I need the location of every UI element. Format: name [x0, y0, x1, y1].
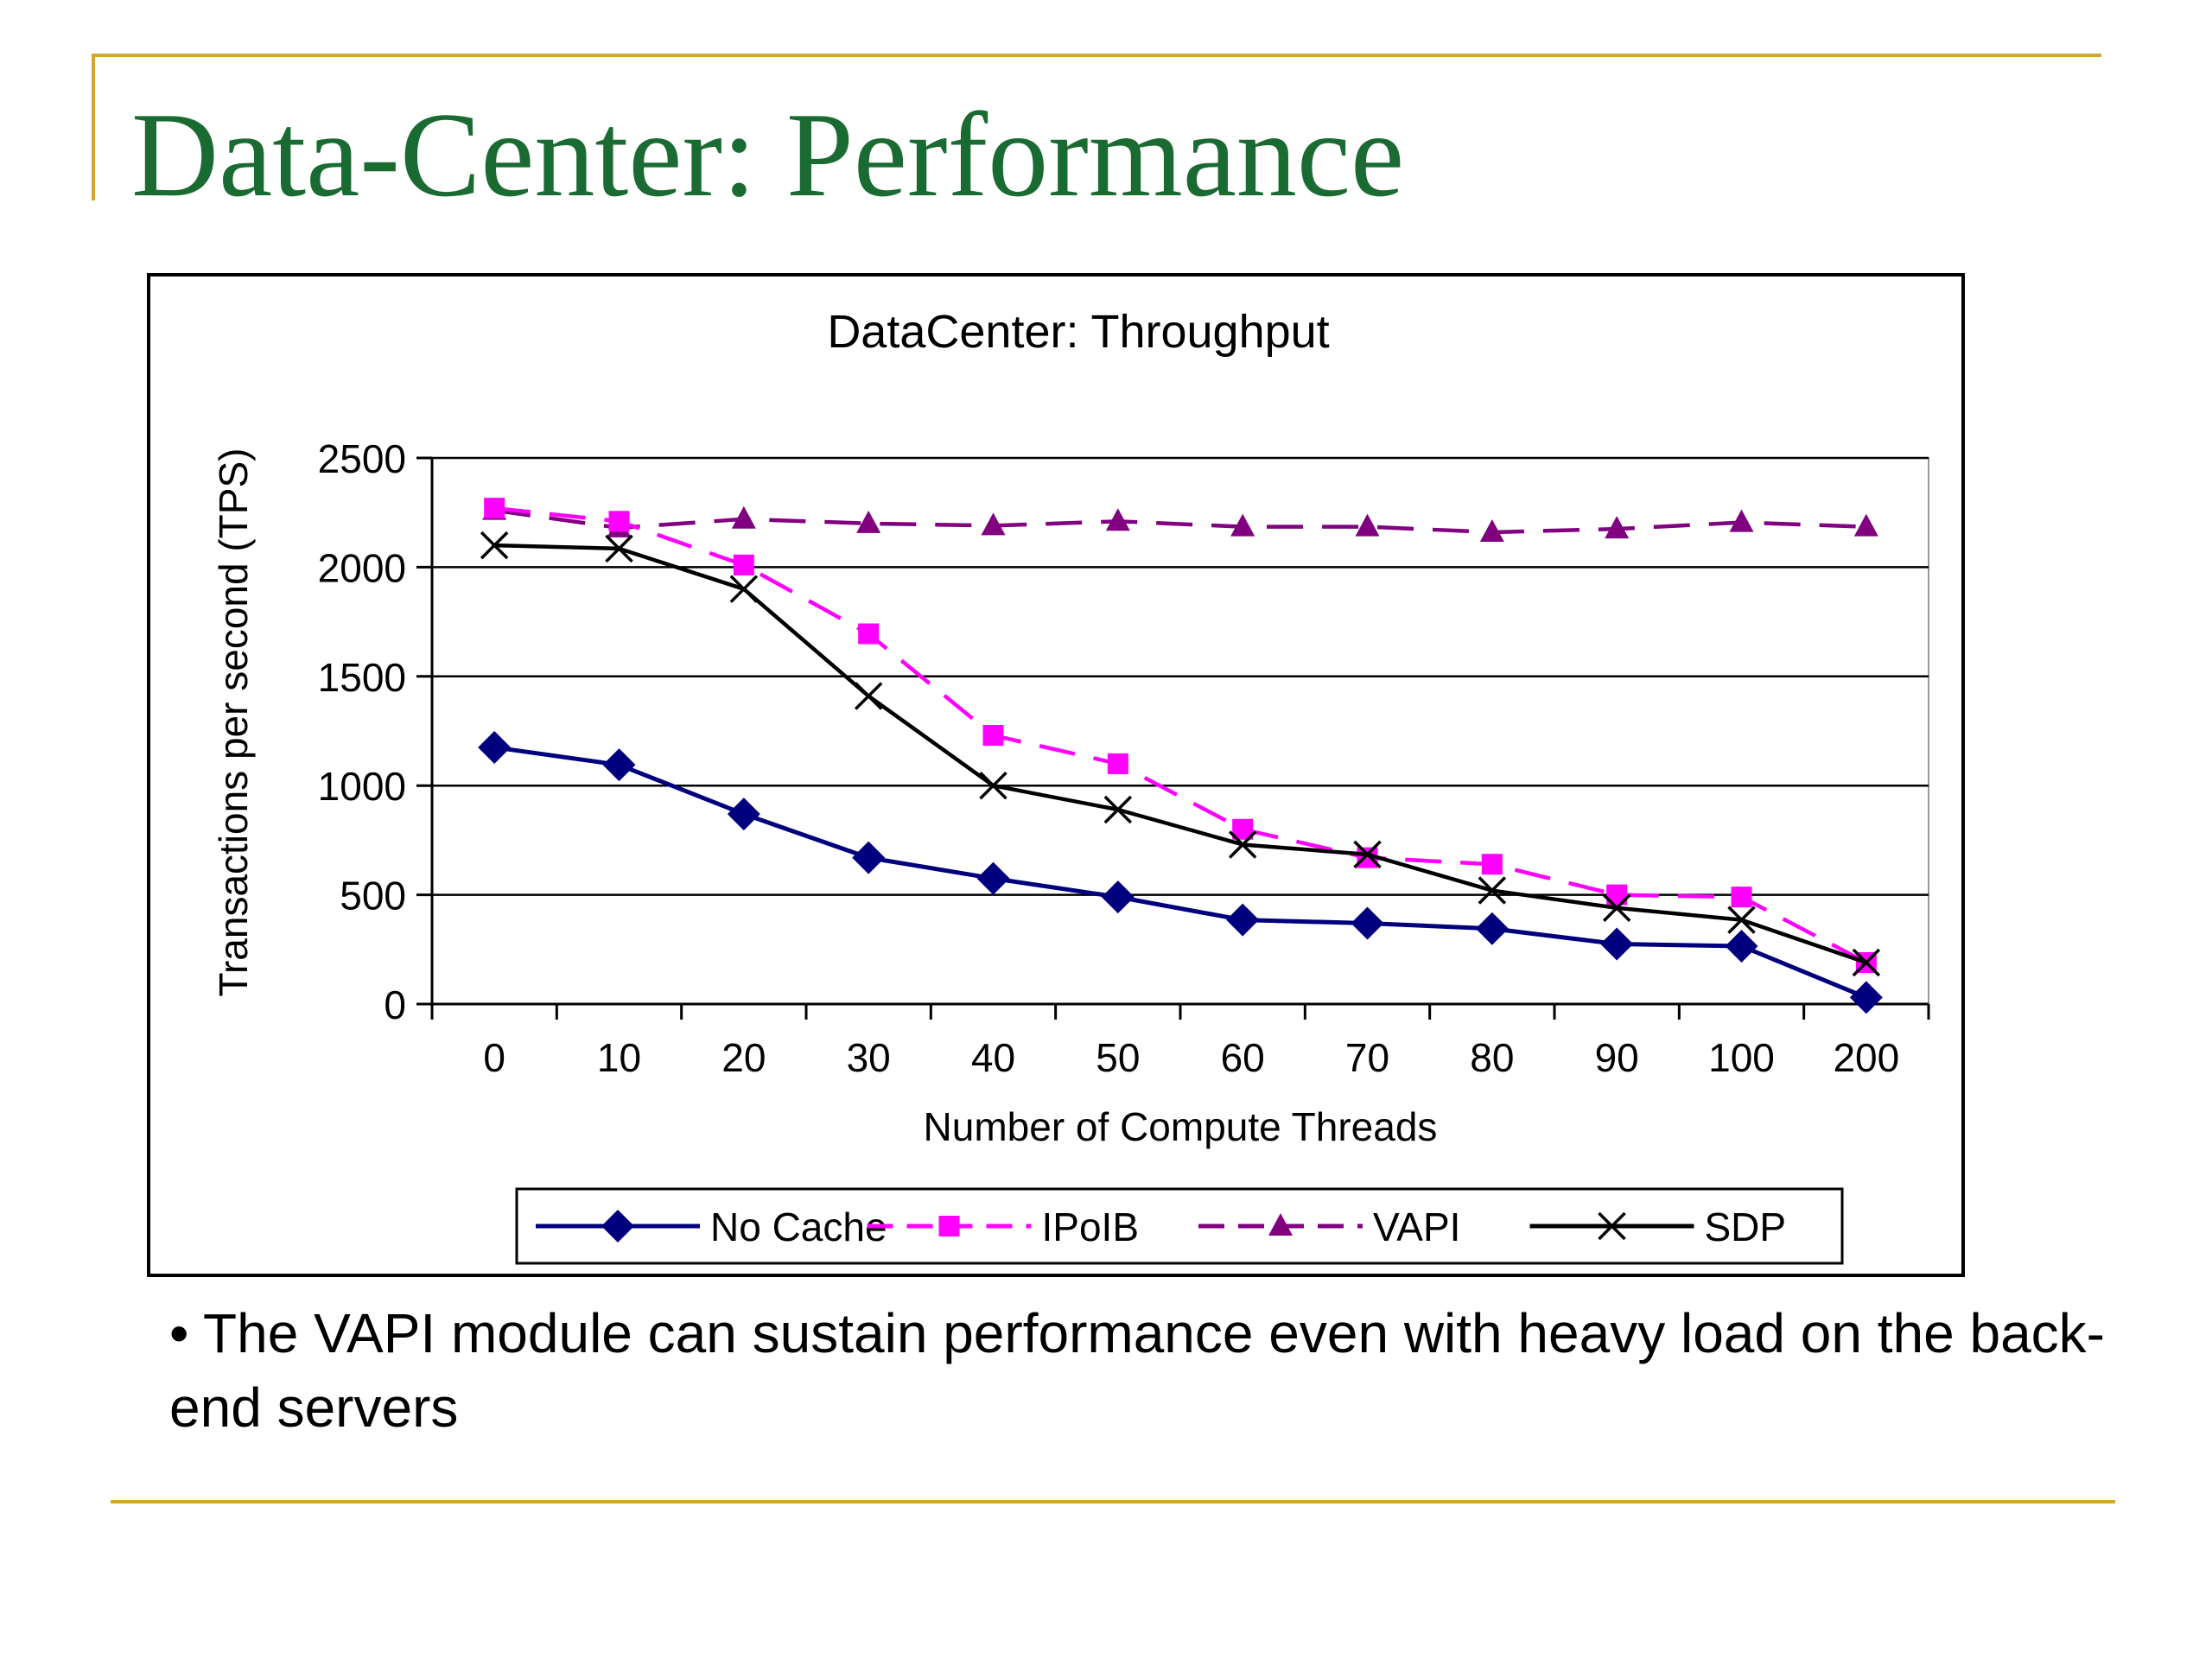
- x-tick-label: 100: [1708, 1035, 1775, 1080]
- data-point-no-cache: [1849, 981, 1883, 1014]
- series-line-vapi: [493, 508, 1866, 535]
- bullet-text: • The VAPI module can sustain performanc…: [169, 1302, 2105, 1439]
- chart-frame: DataCenter: Throughput 0 500 1000 1500 2000 25…: [147, 273, 1965, 1277]
- data-point-no-cache: [1475, 912, 1509, 945]
- legend-label: VAPI: [1373, 1205, 1460, 1249]
- data-point-sdp: [1478, 876, 1507, 905]
- x-tick-label: 80: [1470, 1035, 1514, 1080]
- data-point-ipoib: [982, 725, 1004, 747]
- data-point-no-cache: [852, 841, 886, 874]
- data-point-ipoib: [484, 498, 505, 519]
- throughput-chart: DataCenter: Throughput050010001500200025…: [211, 306, 1930, 1265]
- data-point-ipoib: [733, 554, 754, 575]
- series-line-ipoib: [493, 505, 1867, 964]
- data-point-no-cache: [1101, 880, 1135, 914]
- x-tick-label: 0: [483, 1035, 505, 1080]
- data-point-no-cache: [1725, 930, 1758, 963]
- data-point-no-cache: [478, 730, 512, 764]
- plot-area: [431, 457, 1929, 1005]
- slide-title: Data-Center: Performance: [131, 88, 1405, 222]
- data-point-ipoib: [858, 623, 880, 645]
- data-point-sdp: [1852, 948, 1881, 977]
- data-point-no-cache: [602, 748, 636, 782]
- data-point-vapi: [1355, 513, 1380, 537]
- chart-title: DataCenter: Throughput: [827, 306, 1329, 358]
- data-point-vapi: [1605, 516, 1630, 539]
- x-tick-label: 40: [971, 1035, 1015, 1080]
- data-point-no-cache: [1600, 927, 1634, 961]
- bottom-rule: [111, 1500, 2115, 1503]
- x-tick-label: 200: [1833, 1035, 1899, 1080]
- x-axis-label: Number of Compute Threads: [924, 1104, 1438, 1149]
- y-axis-label: Transactions per second (TPS): [211, 448, 256, 997]
- x-tick-label: 20: [721, 1035, 766, 1080]
- data-point-sdp: [1353, 840, 1382, 869]
- data-point-sdp: [1727, 906, 1756, 934]
- data-point-vapi: [1230, 513, 1255, 537]
- y-tick-label: 2500: [318, 436, 406, 481]
- series-line-sdp: [494, 543, 1867, 965]
- data-point-ipoib: [1107, 753, 1128, 774]
- data-point-sdp: [1103, 795, 1133, 824]
- y-tick-label: 0: [384, 982, 406, 1027]
- data-point-no-cache: [1351, 906, 1384, 940]
- x-tick-label: 90: [1595, 1035, 1639, 1080]
- data-point-vapi: [1105, 508, 1130, 531]
- legend-marker: [1598, 1211, 1626, 1241]
- data-point-no-cache: [976, 861, 1010, 895]
- data-point-no-cache: [1226, 903, 1260, 937]
- legend-marker: [601, 1210, 634, 1243]
- legend-marker: [938, 1216, 960, 1236]
- data-point-sdp: [480, 531, 509, 560]
- y-tick-label: 2000: [318, 545, 406, 590]
- data-point-sdp: [605, 534, 633, 563]
- data-point-ipoib: [608, 511, 630, 532]
- data-point-vapi: [856, 510, 881, 533]
- data-point-sdp: [1228, 830, 1257, 859]
- x-tick-label: 50: [1096, 1035, 1140, 1080]
- data-point-vapi: [1479, 518, 1504, 542]
- y-tick-label: 1000: [318, 764, 406, 809]
- data-point-vapi: [731, 505, 756, 529]
- legend-label: SDP: [1705, 1205, 1787, 1249]
- series-line-no-cache: [493, 745, 1867, 1000]
- data-point-ipoib: [1481, 854, 1503, 875]
- legend-label: No Cache: [710, 1205, 887, 1249]
- data-point-ipoib: [1731, 887, 1752, 908]
- data-point-vapi: [981, 512, 1006, 536]
- y-tick-label: 500: [340, 874, 406, 918]
- legend-marker: [1268, 1213, 1293, 1236]
- x-tick-label: 10: [597, 1035, 641, 1080]
- data-point-sdp: [1602, 893, 1631, 923]
- data-point-sdp: [854, 682, 883, 710]
- x-tick-label: 70: [1345, 1035, 1389, 1080]
- legend-label: IPoIB: [1042, 1205, 1140, 1249]
- data-point-no-cache: [727, 798, 760, 831]
- top-rule: [92, 54, 2101, 57]
- x-tick-label: 60: [1221, 1035, 1265, 1080]
- data-point-sdp: [729, 575, 759, 603]
- data-point-vapi: [1729, 509, 1754, 532]
- data-point-sdp: [979, 771, 1007, 800]
- x-tick-label: 30: [847, 1035, 891, 1080]
- data-point-vapi: [1853, 513, 1878, 537]
- y-tick-label: 1500: [318, 655, 406, 700]
- left-rule: [92, 54, 95, 200]
